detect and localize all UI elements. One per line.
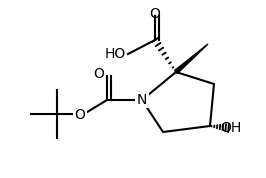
Text: N: N <box>137 93 147 107</box>
Text: O: O <box>94 67 105 81</box>
Text: HO: HO <box>105 47 126 61</box>
Text: OH: OH <box>220 121 241 135</box>
Text: O: O <box>74 108 85 122</box>
Polygon shape <box>175 44 208 74</box>
Text: O: O <box>149 7 160 21</box>
